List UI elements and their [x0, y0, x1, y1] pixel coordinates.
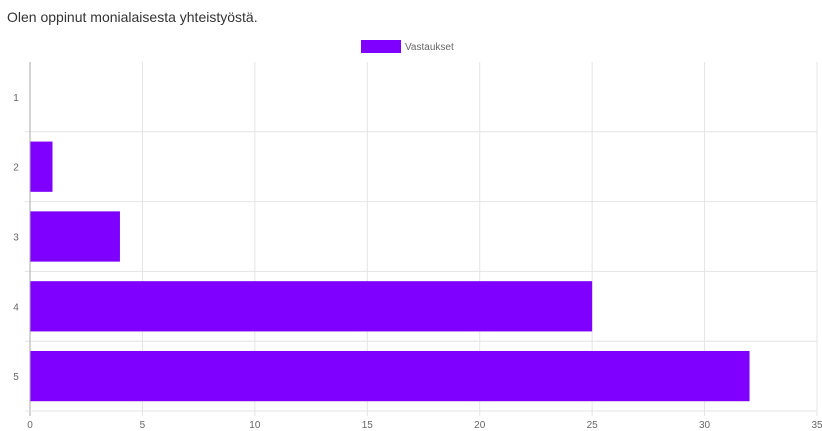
chart-title: Olen oppinut monialaisesta yhteistyöstä.	[7, 9, 258, 25]
x-tick-labels: 0 5 10 15 20 25 30 35	[27, 420, 822, 431]
category-label: 3	[13, 233, 19, 244]
legend-swatch	[361, 40, 401, 53]
legend-label: Vastaukset	[405, 42, 454, 53]
bar[interactable]	[30, 350, 750, 402]
x-tick-label: 30	[699, 420, 711, 431]
bar[interactable]	[30, 211, 120, 262]
legend[interactable]: Vastaukset	[361, 40, 454, 53]
x-tick-label: 35	[811, 420, 822, 431]
bar[interactable]	[30, 141, 53, 192]
x-tick-label: 15	[362, 420, 374, 431]
bars	[30, 141, 750, 402]
x-tick-label: 0	[27, 420, 33, 431]
x-tick-label: 5	[140, 420, 146, 431]
category-label: 2	[13, 163, 19, 174]
category-label: 5	[13, 372, 19, 383]
category-label: 4	[13, 302, 19, 313]
x-tick-label: 25	[587, 420, 599, 431]
category-label: 1	[13, 93, 19, 104]
category-labels: 1 2 3 4 5	[13, 93, 19, 383]
x-tick-label: 10	[249, 420, 261, 431]
x-tick-label: 20	[474, 420, 486, 431]
axes	[25, 62, 817, 416]
bar[interactable]	[30, 281, 593, 332]
